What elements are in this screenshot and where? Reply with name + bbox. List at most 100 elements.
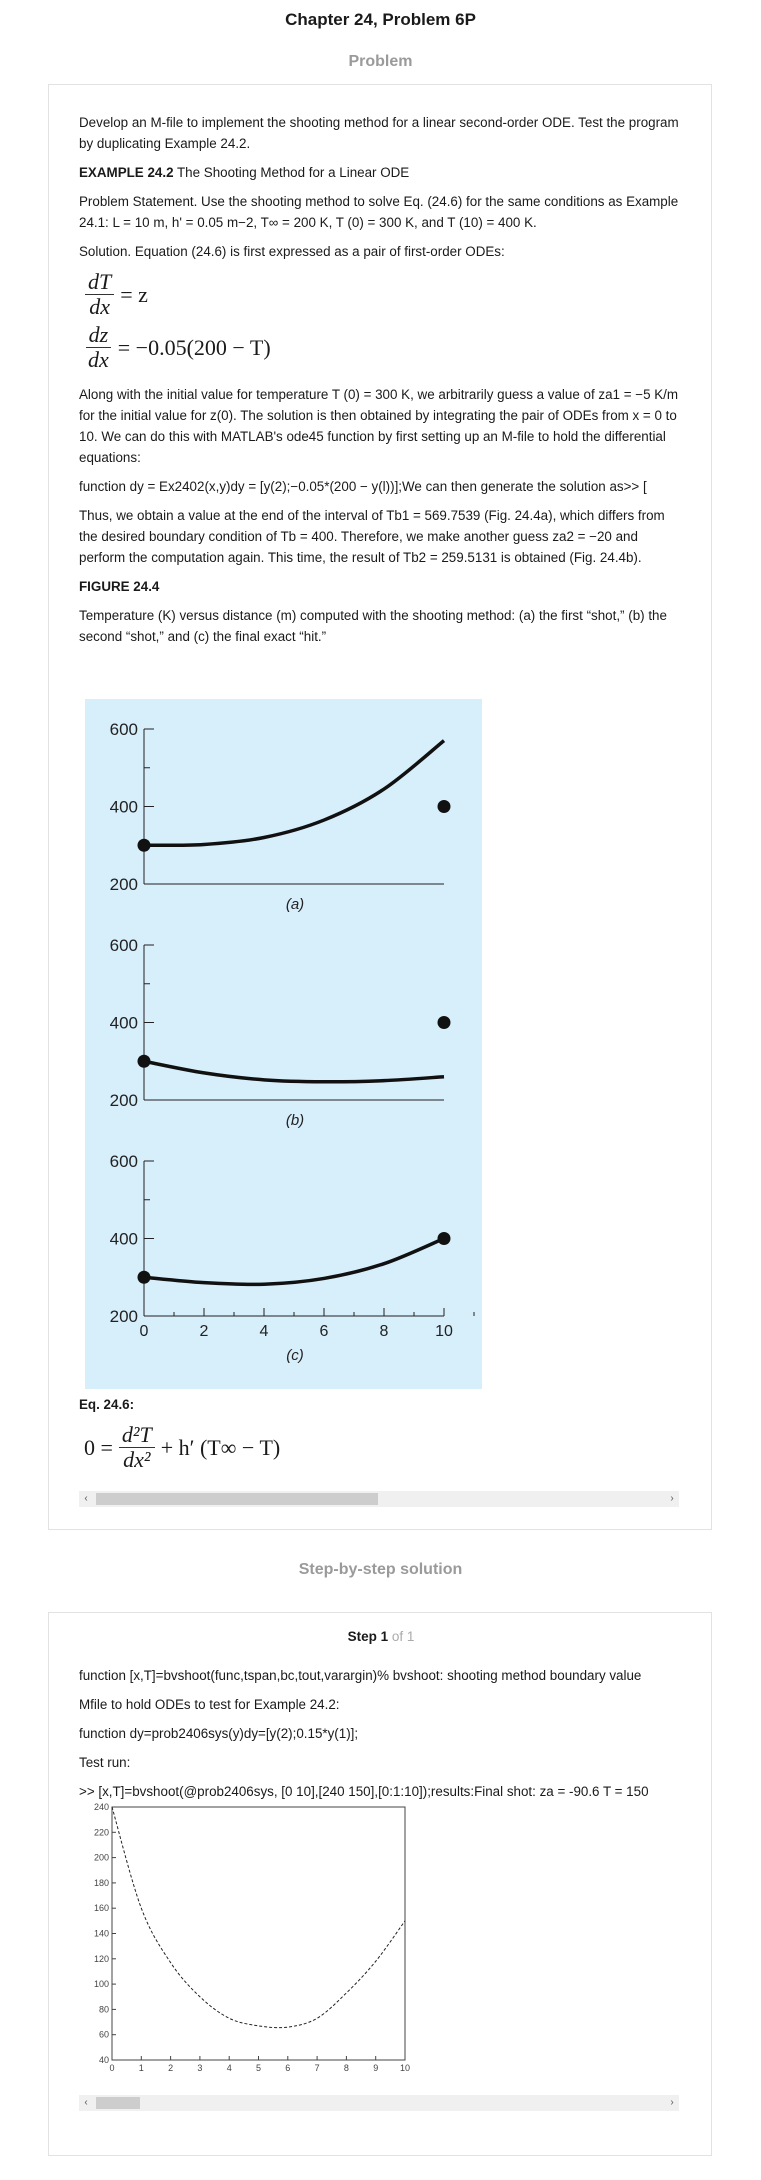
y-tick-label: 200 [110, 1091, 138, 1110]
solution-intro: Solution. Equation (24.6) is first expre… [79, 244, 505, 259]
initial-value-paragraph: Along with the initial value for tempera… [79, 387, 679, 465]
fraction-dz-dx: dz dx [85, 323, 112, 372]
x-tick-label: 3 [197, 2063, 202, 2073]
step-count: of 1 [388, 1629, 415, 1644]
figure-label: FIGURE 24.4 [79, 579, 160, 594]
solution-curve [111, 1806, 406, 2029]
equation-dz-dx: dz dx = −0.05(200 − T) [85, 323, 679, 372]
y-tick-label: 200 [110, 875, 138, 894]
plot-frame [111, 1806, 406, 2061]
fraction-dT-dx: dT dx [85, 270, 115, 319]
fraction-numerator: dz [85, 323, 112, 348]
problem-section-title: Problem [348, 53, 413, 70]
y-tick-label: 200 [94, 1853, 109, 1863]
step-label: Step 1 [347, 1629, 389, 1644]
step-line-test-run: Test run: [79, 1755, 131, 1770]
x-tick-label: 1 [139, 2063, 144, 2073]
y-tick-label: 600 [110, 936, 138, 955]
fraction-numerator: d²T [118, 1423, 155, 1448]
step-card: Step 1 of 1 function [x,T]=bvshoot(func,… [48, 1612, 712, 2156]
panel-label: (a) [286, 896, 304, 913]
example-label: EXAMPLE 24.2 [79, 165, 174, 180]
x-tick-label: 0 [109, 2063, 114, 2073]
y-tick-label: 60 [99, 2030, 109, 2040]
step-line-function: function dy=prob2406sys(y)dy=[y(2);0.15*… [79, 1726, 359, 1741]
boundary-point [437, 1232, 451, 1245]
x-tick-label: 5 [256, 2063, 261, 2073]
panel-label: (b) [286, 1112, 304, 1129]
y-tick-label: 400 [110, 1014, 138, 1033]
x-tick-label: 8 [344, 2063, 349, 2073]
scrollbar-thumb[interactable] [96, 2097, 140, 2109]
x-tick-label: 6 [320, 1323, 329, 1340]
step-header: Step 1 of 1 [49, 1629, 713, 1644]
y-tick-label: 80 [99, 2004, 109, 2014]
y-tick-label: 600 [110, 1152, 138, 1171]
solution-section-title: Step-by-step solution [298, 1561, 463, 1578]
problem-statement: Problem Statement. Use the shooting meth… [79, 194, 679, 230]
equation-dT-dx: dT dx = z [85, 270, 679, 319]
scroll-left-arrow-icon[interactable]: ‹ [84, 1493, 88, 1504]
x-tick-label: 4 [260, 1323, 269, 1340]
y-tick-label: 220 [94, 1827, 109, 1837]
y-tick-label: 100 [94, 1979, 109, 1989]
y-tick-label: 120 [94, 1954, 109, 1964]
equation-rhs: + h′ (T∞ − T) [160, 1434, 281, 1460]
equation-lhs: 0 = [84, 1434, 113, 1460]
step-content: function [x,T]=bvshoot(func,tspan,bc,tou… [79, 1665, 679, 1810]
step-line-mfile: Mfile to hold ODEs to test for Example 2… [79, 1697, 340, 1712]
boundary-point [137, 838, 151, 852]
y-tick-label: 200 [110, 1307, 138, 1326]
fraction-denominator: dx [88, 347, 109, 372]
y-tick-label: 140 [94, 1929, 109, 1939]
problem-horizontal-scrollbar[interactable]: ‹ › [79, 1491, 679, 1507]
x-tick-label: 6 [285, 2063, 290, 2073]
step-horizontal-scrollbar[interactable]: ‹ › [79, 2095, 679, 2111]
x-tick-label: 10 [400, 2063, 410, 2073]
figure-24-4: 600 400 200 (a) 600 400 200 (b) 600 400 200 0 2 4 6 8 10… [85, 699, 482, 1389]
scroll-right-arrow-icon[interactable]: › [670, 1493, 674, 1504]
boundary-point [437, 800, 451, 813]
y-tick-label: 240 [94, 1803, 109, 1812]
fraction-denominator: dx [89, 294, 110, 319]
step-line-command: >> [x,T]=bvshoot(@prob2406sys, [0 10],[2… [79, 1784, 649, 1799]
matlab-plot-svg: 240 220 200 180 160 140 120 100 80 60 400 1 2 3 4 5 6 7 8 9… [94, 1802, 410, 2073]
fraction-numerator: dT [85, 270, 115, 295]
result-paragraph: Thus, we obtain a value at the end of th… [79, 508, 665, 565]
matlab-plot: 240 220 200 180 160 140 120 100 80 60 40 0 1 2 3 4 5 6 7 8 9… [79, 1802, 419, 2078]
equation-rhs: = −0.05(200 − T) [117, 335, 271, 360]
fraction-d2T-dx2: d²T dx² [118, 1423, 155, 1472]
x-tick-label: 9 [373, 2063, 378, 2073]
step-line-bvshoot: function [x,T]=bvshoot(func,tspan,bc,tou… [79, 1668, 642, 1683]
panel-label: (c) [286, 1347, 304, 1364]
x-tick-label: 8 [380, 1323, 389, 1340]
problem-intro: Develop an M-file to implement the shoot… [79, 115, 679, 151]
x-tick-label: 2 [200, 1323, 209, 1340]
figure-caption: Temperature (K) versus distance (m) comp… [79, 608, 667, 644]
scroll-right-arrow-icon[interactable]: › [670, 2097, 674, 2108]
problem-content: Develop an M-file to implement the shoot… [79, 112, 679, 655]
equation-24-6: 0 = d²T dx² + h′ (T∞ − T) [84, 1423, 280, 1472]
x-tick-label: 7 [315, 2063, 320, 2073]
y-tick-label: 400 [110, 1230, 138, 1249]
eq-label: Eq. 24.6: [79, 1397, 135, 1412]
y-tick-label: 400 [110, 798, 138, 817]
example-heading: EXAMPLE 24.2 The Shooting Method for a L… [79, 162, 679, 183]
example-title: The Shooting Method for a Linear ODE [173, 165, 410, 180]
y-tick-label: 180 [94, 1878, 109, 1888]
equation-rhs: = z [120, 282, 148, 307]
y-tick-label: 40 [99, 2055, 109, 2065]
fraction-denominator: dx² [123, 1447, 151, 1472]
code-line: function dy = Ex2402(x,y)dy = [y(2);−0.0… [79, 479, 647, 494]
temperature-curve [143, 739, 446, 848]
y-tick-label: 160 [94, 1903, 109, 1913]
temperature-curve [143, 1059, 445, 1084]
x-tick-label: 2 [168, 2063, 173, 2073]
y-tick-label: 600 [110, 720, 138, 739]
scrollbar-thumb[interactable] [96, 1493, 378, 1505]
scroll-left-arrow-icon[interactable]: ‹ [84, 2097, 88, 2108]
page-title: Chapter 24, Problem 6P [285, 10, 476, 29]
boundary-point [137, 1270, 151, 1284]
boundary-point [437, 1016, 451, 1029]
